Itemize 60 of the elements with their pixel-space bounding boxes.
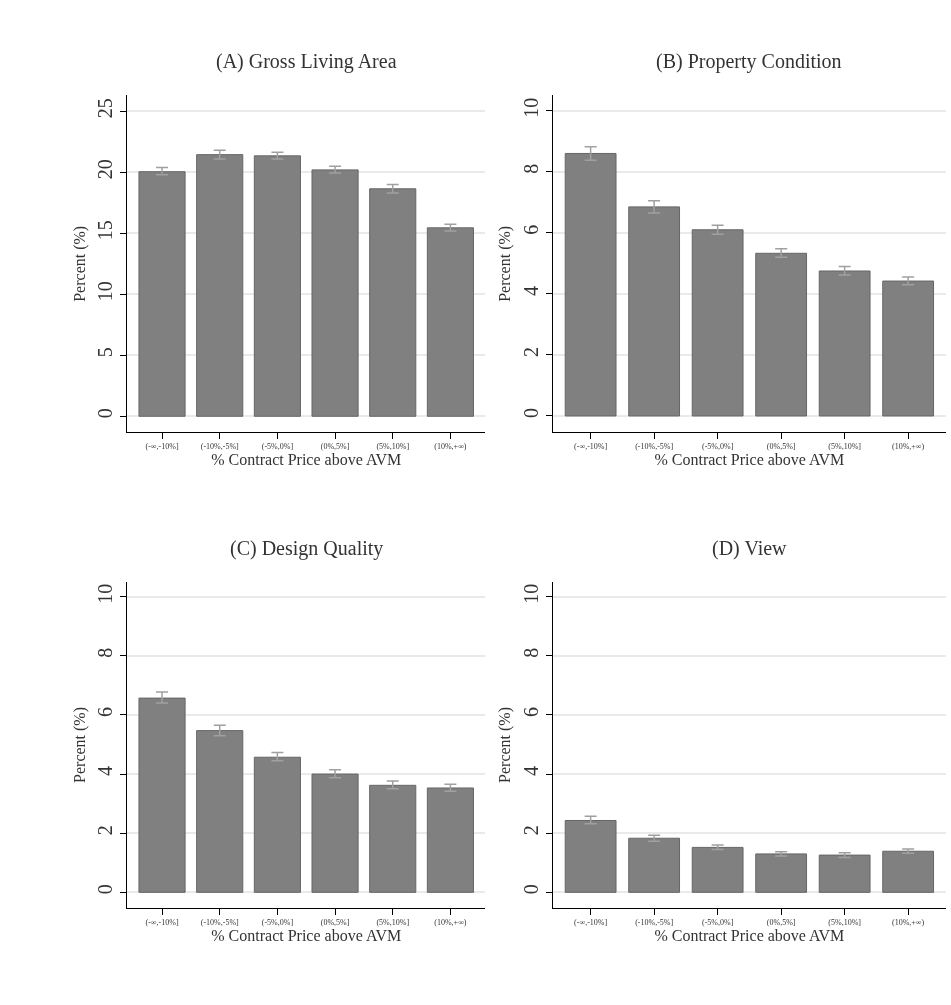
y-tick-label: 4 — [519, 766, 542, 777]
y-tick-label: 25 — [94, 98, 117, 119]
x-tick-label: (-5%,0%] — [261, 917, 294, 927]
x-tick-label: (-10%,-5%] — [635, 441, 674, 451]
y-tick-label: 8 — [519, 647, 542, 658]
y-axis-title: Percent (%) — [71, 225, 90, 302]
y-tick-label: 0 — [94, 408, 117, 419]
y-tick-label: 0 — [519, 407, 542, 418]
y-tick-label: 20 — [94, 159, 117, 180]
y-tick-label: 10 — [519, 97, 542, 118]
x-tick-label: (-10%,-5%] — [200, 441, 240, 451]
x-tick-label: (10%,+∞) — [434, 441, 467, 451]
x-tick-label: (-10%,-5%] — [635, 917, 674, 927]
y-tick-label: 8 — [94, 647, 117, 658]
chart-title: (A) Gross Living Area — [216, 50, 397, 73]
y-tick-label: 4 — [519, 285, 542, 296]
y-tick-label: 0 — [94, 884, 117, 895]
y-tick-label: 2 — [94, 825, 117, 836]
y-tick-label: 10 — [94, 281, 117, 302]
x-tick-label: (0%,5%] — [320, 441, 350, 451]
x-axis-title: % Contract Price above AVM — [211, 926, 402, 944]
y-tick-label: 4 — [94, 766, 117, 777]
y-axis-title: Percent (%) — [496, 706, 515, 783]
x-tick-label: (10%,+∞) — [892, 917, 925, 927]
y-tick-label: 0 — [519, 884, 542, 895]
x-tick-label: (-∞,-10%] — [574, 917, 608, 927]
x-tick-label: (0%,5%] — [320, 917, 350, 927]
y-tick-label: 5 — [94, 347, 117, 358]
y-tick-label: 2 — [519, 825, 542, 836]
x-tick-label: (-5%,0%] — [701, 441, 734, 451]
x-axis-title: % Contract Price above AVM — [654, 926, 845, 944]
x-tick-label: (10%,+∞) — [892, 441, 925, 451]
x-axis-title: % Contract Price above AVM — [654, 450, 845, 468]
y-tick-label: 8 — [519, 163, 542, 174]
y-axis-title: Percent (%) — [71, 706, 90, 783]
y-tick-label: 10 — [94, 583, 117, 604]
x-axis-title: % Contract Price above AVM — [211, 450, 402, 468]
x-tick-label: (-∞,-10%] — [145, 441, 179, 451]
x-tick-label: (-10%,-5%] — [200, 917, 240, 927]
y-tick-label: 15 — [94, 220, 117, 241]
x-tick-label: (5%,10%] — [376, 441, 410, 451]
x-tick-label: (5%,10%] — [828, 917, 862, 927]
x-tick-label: (-∞,-10%] — [145, 917, 179, 927]
chart-title: (B) Property Condition — [656, 50, 842, 73]
x-tick-label: (5%,10%] — [828, 441, 862, 451]
y-tick-label: 6 — [94, 706, 117, 717]
chart-title: (D) View — [712, 537, 788, 560]
y-tick-label: 6 — [519, 706, 542, 717]
x-tick-label: (10%,+∞) — [434, 917, 467, 927]
chart-title: (C) Design Quality — [230, 537, 384, 560]
y-tick-label: 10 — [519, 583, 542, 604]
x-tick-label: (0%,5%] — [766, 917, 796, 927]
x-tick-label: (5%,10%] — [376, 917, 410, 927]
y-tick-label: 6 — [519, 224, 542, 235]
x-tick-label: (-5%,0%] — [261, 441, 294, 451]
x-tick-label: (0%,5%] — [766, 441, 796, 451]
y-tick-label: 2 — [519, 346, 542, 357]
x-tick-label: (-5%,0%] — [701, 917, 734, 927]
x-tick-label: (-∞,-10%] — [574, 441, 608, 451]
y-axis-title: Percent (%) — [496, 225, 515, 302]
